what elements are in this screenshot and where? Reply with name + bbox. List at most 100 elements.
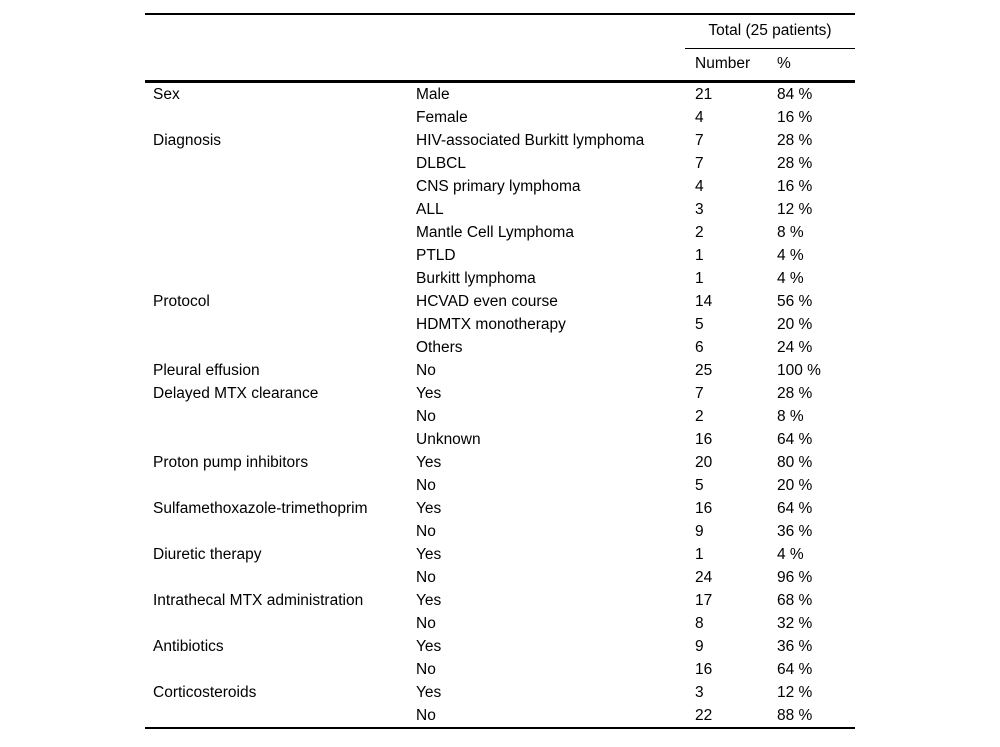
category-cell: Pleural effusion <box>153 361 260 379</box>
number-cell: 7 <box>695 131 704 149</box>
table-row: Sex Male 21 84 % <box>145 83 855 106</box>
number-cell: 9 <box>695 637 704 655</box>
percent-cell: 8 % <box>777 407 804 425</box>
label-cell: No <box>416 568 436 586</box>
label-cell: Yes <box>416 545 442 563</box>
label-cell: Mantle Cell Lymphoma <box>416 223 574 241</box>
table-row: ALL 3 12 % <box>145 198 855 221</box>
table-row: Sulfamethoxazole-trimethoprim Yes 16 64 … <box>145 497 855 520</box>
number-cell: 1 <box>695 545 704 563</box>
percent-cell: 24 % <box>777 338 813 356</box>
percent-cell: 56 % <box>777 292 813 310</box>
label-cell: ALL <box>416 200 444 218</box>
percent-cell: 28 % <box>777 154 813 172</box>
category-cell: Delayed MTX clearance <box>153 384 319 402</box>
label-cell: No <box>416 361 436 379</box>
number-cell: 22 <box>695 706 713 724</box>
number-cell: 3 <box>695 200 704 218</box>
category-cell: Corticosteroids <box>153 683 257 701</box>
percent-cell: 64 % <box>777 430 813 448</box>
category-cell: Protocol <box>153 292 210 310</box>
number-cell: 24 <box>695 568 713 586</box>
table-row: No 9 36 % <box>145 520 855 543</box>
table-row: PTLD 1 4 % <box>145 244 855 267</box>
table-row: Diuretic therapy Yes 1 4 % <box>145 543 855 566</box>
table-row: Proton pump inhibitors Yes 20 80 % <box>145 451 855 474</box>
number-cell: 5 <box>695 315 704 333</box>
table-row: No 24 96 % <box>145 566 855 589</box>
number-cell: 7 <box>695 384 704 402</box>
number-cell: 3 <box>695 683 704 701</box>
total-patients-header: Total (25 patients) <box>685 15 855 49</box>
table-row: Female 4 16 % <box>145 106 855 129</box>
table-row: Others 6 24 % <box>145 336 855 359</box>
percent-cell: 84 % <box>777 85 813 103</box>
percent-cell: 88 % <box>777 706 813 724</box>
percent-cell: 64 % <box>777 660 813 678</box>
number-cell: 16 <box>695 660 713 678</box>
label-cell: Yes <box>416 683 442 701</box>
percent-cell: 20 % <box>777 476 813 494</box>
percent-cell: 16 % <box>777 108 813 126</box>
label-cell: Others <box>416 338 463 356</box>
number-cell: 4 <box>695 177 704 195</box>
label-cell: Unknown <box>416 430 481 448</box>
percent-cell: 80 % <box>777 453 813 471</box>
table-row: Unknown 16 64 % <box>145 428 855 451</box>
number-cell: 1 <box>695 269 704 287</box>
table-row: Corticosteroids Yes 3 12 % <box>145 681 855 704</box>
column-header-percent: % <box>777 55 791 72</box>
number-cell: 7 <box>695 154 704 172</box>
percent-cell: 16 % <box>777 177 813 195</box>
percent-cell: 28 % <box>777 384 813 402</box>
percent-cell: 36 % <box>777 637 813 655</box>
number-cell: 14 <box>695 292 713 310</box>
label-cell: Yes <box>416 384 442 402</box>
number-cell: 9 <box>695 522 704 540</box>
category-cell: Intrathecal MTX administration <box>153 591 364 609</box>
label-cell: No <box>416 522 436 540</box>
table-row: Burkitt lymphoma 1 4 % <box>145 267 855 290</box>
number-cell: 1 <box>695 246 704 264</box>
label-cell: Yes <box>416 453 442 471</box>
percent-cell: 20 % <box>777 315 813 333</box>
number-cell: 6 <box>695 338 704 356</box>
table-header-span-row: Total (25 patients) <box>145 15 855 49</box>
label-cell: No <box>416 706 436 724</box>
table-row: Diagnosis HIV-associated Burkitt lymphom… <box>145 129 855 152</box>
label-cell: Male <box>416 85 450 103</box>
table-row: CNS primary lymphoma 4 16 % <box>145 175 855 198</box>
category-cell: Sulfamethoxazole-trimethoprim <box>153 499 368 517</box>
table-row: No 22 88 % <box>145 704 855 727</box>
label-cell: Yes <box>416 499 442 517</box>
percent-cell: 4 % <box>777 269 804 287</box>
label-cell: No <box>416 407 436 425</box>
label-cell: PTLD <box>416 246 456 264</box>
number-cell: 2 <box>695 407 704 425</box>
label-cell: Yes <box>416 591 442 609</box>
percent-cell: 96 % <box>777 568 813 586</box>
percent-cell: 36 % <box>777 522 813 540</box>
category-cell: Diuretic therapy <box>153 545 262 563</box>
label-cell: HCVAD even course <box>416 292 558 310</box>
table-body: Sex Male 21 84 % Female 4 16 % Diagnosis… <box>145 83 855 727</box>
number-cell: 25 <box>695 361 713 379</box>
category-cell: Diagnosis <box>153 131 222 149</box>
number-cell: 4 <box>695 108 704 126</box>
table-row: Intrathecal MTX administration Yes 17 68… <box>145 589 855 612</box>
label-cell: No <box>416 614 436 632</box>
percent-cell: 100 % <box>777 361 821 379</box>
table-row: Protocol HCVAD even course 14 56 % <box>145 290 855 313</box>
percent-cell: 12 % <box>777 683 813 701</box>
label-cell: Female <box>416 108 468 126</box>
column-header-number: Number <box>695 55 751 72</box>
category-cell: Proton pump inhibitors <box>153 453 309 471</box>
number-cell: 5 <box>695 476 704 494</box>
table-header-row: Number % <box>145 48 855 83</box>
patient-characteristics-table: Total (25 patients) Number % Sex Male 21… <box>145 13 855 729</box>
number-cell: 2 <box>695 223 704 241</box>
table-row: No 2 8 % <box>145 405 855 428</box>
table-row: HDMTX monotherapy 5 20 % <box>145 313 855 336</box>
category-cell: Antibiotics <box>153 637 224 655</box>
table-bottom-rule <box>145 727 855 729</box>
